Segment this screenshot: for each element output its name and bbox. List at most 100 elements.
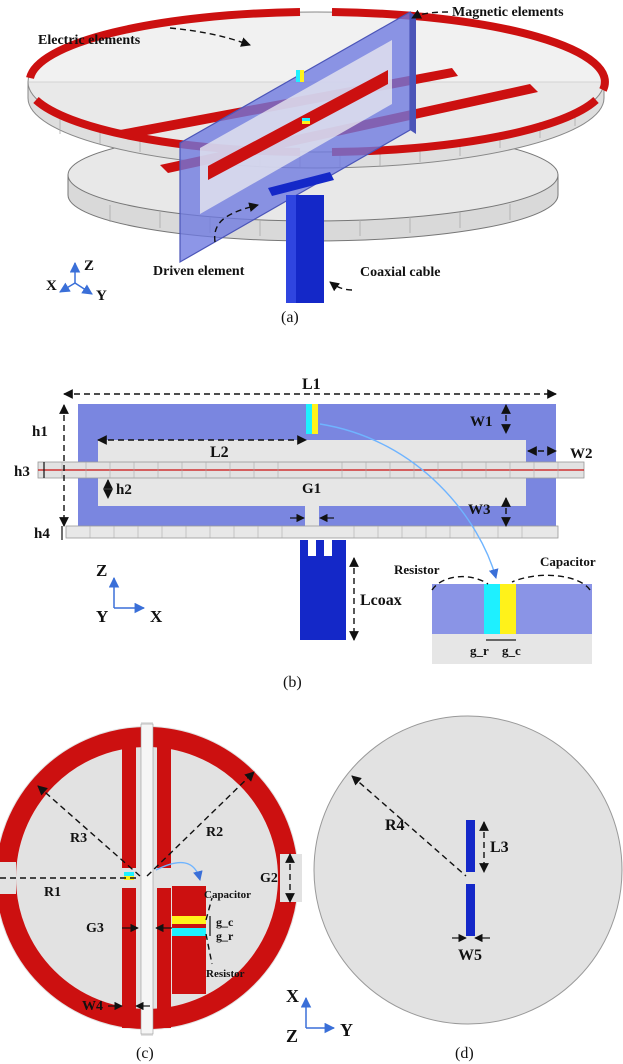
- c-strip-left-bottom: [122, 888, 136, 1028]
- c-strip-right-bottom: [157, 888, 171, 1028]
- b-axis-y-label: Y: [96, 607, 108, 626]
- b-leader-resistor: [431, 575, 489, 591]
- b-inset-capacitor-label: Capacitor: [540, 554, 596, 569]
- c-ring-gap-right: [280, 854, 302, 902]
- axis-x-arrow: [59, 282, 76, 293]
- c-strip-right-top: [157, 730, 171, 868]
- c-leader-capacitor: [205, 897, 213, 921]
- d-driven-top: [466, 820, 475, 872]
- label-G2: G2: [260, 871, 278, 886]
- label-Lcoax: Lcoax: [360, 592, 402, 609]
- c-leader-resistor: [205, 933, 213, 965]
- c-inset-resistor: [172, 928, 206, 936]
- electric-ring-right: [331, 8, 609, 92]
- d-axis-y-label: Y: [340, 1020, 353, 1040]
- d-driven-bottom: [466, 884, 475, 936]
- label-L2: L2: [210, 444, 229, 461]
- c-inset-capacitor: [172, 916, 206, 924]
- label-R1: R1: [44, 885, 61, 900]
- b-inset-resistor-label: Resistor: [394, 562, 440, 577]
- b-inset-pointer: [319, 423, 499, 579]
- b-substrate-bottom: [65, 525, 559, 539]
- c-label-gr: g_r: [216, 929, 234, 943]
- axis-y-arrow: [74, 282, 93, 295]
- c-inset-pointer: [155, 861, 203, 881]
- c-inset-capacitor-label: Capacitor: [204, 889, 251, 901]
- label-G1: G1: [302, 481, 321, 497]
- label-coaxial-cable: Coaxial cable: [360, 265, 441, 280]
- c-lumped-capacitor: [124, 876, 134, 880]
- b-axis-x-label: X: [150, 607, 163, 626]
- axis-z-label: Z: [84, 258, 94, 274]
- electric-ring-left: [26, 8, 301, 80]
- label-L1: L1: [302, 376, 321, 393]
- label-L3: L3: [490, 839, 509, 856]
- electric-strip-center: [208, 70, 388, 180]
- panel-b: L1 L2 W1 W2 W3 h1 h3 h2 h4 G1 Lcoax Z Y …: [14, 376, 596, 691]
- label-h3: h3: [14, 464, 30, 480]
- label-W5: W5: [458, 947, 482, 964]
- c-lumped-resistor: [124, 872, 134, 876]
- magnetic-loop-edge: [410, 12, 416, 134]
- c-strip-left-top: [122, 730, 136, 868]
- panel-a: Electric elements Magnetic elements Driv…: [26, 5, 609, 326]
- caption-b: (b): [283, 674, 302, 691]
- label-h4: h4: [34, 526, 50, 542]
- label-R3: R3: [70, 831, 87, 846]
- c-label-gc: g_c: [216, 915, 234, 929]
- b-inset-resistor: [484, 584, 500, 634]
- d-axis-z-label: Z: [286, 1026, 298, 1046]
- c-center-gap: [140, 723, 154, 1035]
- label-G3: G3: [86, 921, 104, 936]
- leader-magnetic: [411, 9, 449, 19]
- axis-x-label: X: [46, 278, 57, 294]
- b-capacitor: [312, 404, 318, 434]
- b-coax-notch-l: [308, 540, 316, 556]
- label-electric-elements: Electric elements: [38, 33, 141, 48]
- caption-d: (d): [455, 1045, 474, 1062]
- b-leader-capacitor: [511, 574, 591, 591]
- label-driven-element: Driven element: [153, 264, 245, 279]
- label-W4: W4: [82, 999, 103, 1014]
- leader-coax: [329, 281, 353, 292]
- b-coax-inner-left: [300, 540, 308, 558]
- b-axis-z-label: Z: [96, 561, 107, 580]
- leader-electric: [169, 27, 251, 47]
- b-resistor: [306, 404, 312, 434]
- label-h1: h1: [32, 424, 48, 440]
- b-label-gc: g_c: [502, 643, 521, 658]
- resistor-block-a: [296, 70, 300, 82]
- d-axis-x-label: X: [286, 986, 299, 1006]
- dim-R2: [146, 771, 255, 877]
- b-label-gr: g_r: [470, 643, 489, 658]
- label-W2: W2: [570, 446, 593, 462]
- label-R2: R2: [206, 825, 223, 840]
- caption-a: (a): [281, 309, 299, 326]
- capacitor-block-a2: [302, 121, 310, 124]
- c-inset-resistor-label: Resistor: [206, 968, 245, 980]
- b-coax-notch-r: [324, 540, 332, 556]
- panel-c: Capacitor Resistor g_c g_r R3 R2 R1 G2 G…: [0, 722, 302, 1062]
- leader-driven: [214, 202, 259, 243]
- resistor-block-a2: [302, 118, 310, 121]
- label-h2: h2: [116, 482, 132, 498]
- b-inset-bottom: [432, 634, 592, 664]
- b-inset-capacitor: [500, 584, 516, 634]
- label-W3: W3: [468, 502, 491, 518]
- c-ring-gap-left: [0, 862, 16, 894]
- label-W1: W1: [470, 414, 493, 430]
- label-R4: R4: [385, 817, 405, 834]
- driven-element: [268, 172, 334, 196]
- electric-ring-front-right: [331, 97, 599, 156]
- b-gap: [305, 496, 319, 526]
- capacitor-block-a: [300, 70, 304, 82]
- panel-d: R4 L3 W5 X Z Y (d): [286, 715, 623, 1062]
- coax-highlight: [286, 195, 296, 303]
- c-inset-body: [172, 886, 206, 994]
- dim-R3: [37, 785, 141, 877]
- label-magnetic-elements: Magnetic elements: [452, 5, 564, 20]
- axis-y-label: Y: [96, 288, 107, 304]
- caption-c: (c): [136, 1045, 154, 1062]
- dim-R4: [351, 775, 467, 877]
